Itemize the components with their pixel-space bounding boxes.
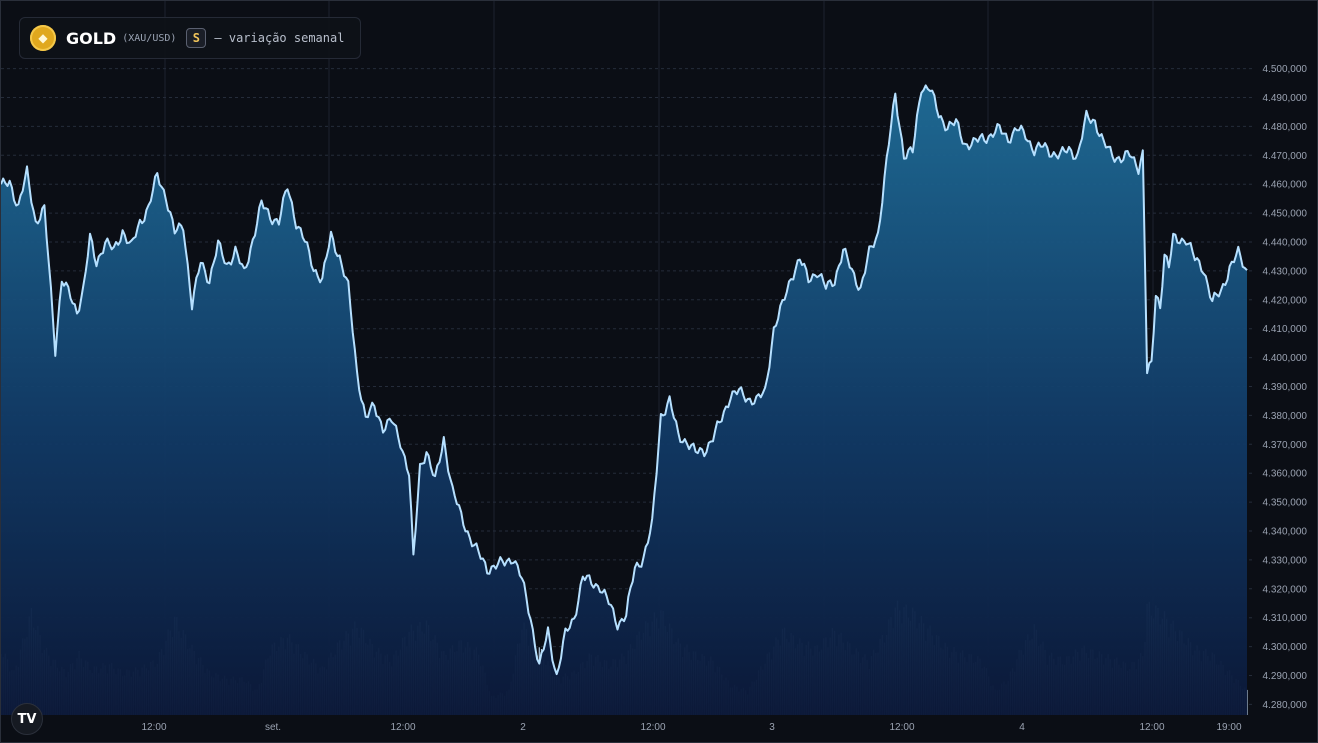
symbol-header[interactable]: ◆ GOLD (XAU/USD) S — variação semanal bbox=[19, 17, 361, 59]
y-tick-label: 4.300,000 bbox=[1263, 642, 1308, 653]
x-tick-label: 12:00 bbox=[141, 722, 166, 733]
y-tick-label: 4.320,000 bbox=[1263, 584, 1308, 595]
y-tick-label: 4.420,000 bbox=[1263, 295, 1308, 306]
symbol-name: GOLD bbox=[66, 28, 117, 48]
x-tick-label: set. bbox=[265, 722, 281, 733]
y-tick-label: 4.380,000 bbox=[1263, 411, 1308, 422]
source-badge[interactable]: S bbox=[186, 28, 207, 48]
y-tick-label: 4.390,000 bbox=[1263, 382, 1308, 393]
y-tick-label: 4.490,000 bbox=[1263, 93, 1308, 104]
y-tick-label: 4.480,000 bbox=[1263, 122, 1308, 133]
y-tick-label: 4.360,000 bbox=[1263, 469, 1308, 480]
x-tick-label: 12:00 bbox=[640, 722, 665, 733]
x-tick-label: 12:00 bbox=[889, 722, 914, 733]
y-tick-label: 4.350,000 bbox=[1263, 498, 1308, 509]
tradingview-logo-icon[interactable]: TV bbox=[11, 703, 43, 735]
symbol-pair: (XAU/USD) bbox=[122, 32, 177, 44]
price-area bbox=[1, 85, 1247, 715]
y-tick-label: 4.410,000 bbox=[1263, 324, 1308, 335]
y-tick-label: 4.440,000 bbox=[1263, 238, 1308, 249]
y-tick-label: 4.450,000 bbox=[1263, 209, 1308, 220]
y-tick-label: 4.430,000 bbox=[1263, 266, 1308, 277]
x-tick-label: 2 bbox=[520, 722, 526, 733]
y-tick-label: 4.460,000 bbox=[1263, 180, 1308, 191]
y-tick-label: 4.370,000 bbox=[1263, 440, 1308, 451]
y-tick-label: 4.280,000 bbox=[1263, 700, 1308, 711]
gold-diamond-icon: ◆ bbox=[30, 25, 56, 51]
y-tick-label: 4.470,000 bbox=[1263, 151, 1308, 162]
x-tick-label: 12:00 bbox=[1139, 722, 1164, 733]
y-tick-label: 4.330,000 bbox=[1263, 555, 1308, 566]
chart-description: — variação semanal bbox=[214, 31, 345, 45]
x-tick-label: 4 bbox=[1019, 722, 1025, 733]
y-tick-label: 4.500,000 bbox=[1263, 64, 1308, 75]
y-tick-label: 4.290,000 bbox=[1263, 671, 1308, 682]
price-line bbox=[1, 84, 1248, 676]
x-axis: 12:00 set. 12:00 2 12:00 3 12:00 4 12:00 19:00 bbox=[141, 722, 1241, 733]
y-tick-label: 4.400,000 bbox=[1263, 353, 1308, 364]
x-tick-label: 19:00 bbox=[1216, 722, 1241, 733]
y-tick-label: 4.340,000 bbox=[1263, 527, 1308, 538]
y-tick-label: 4.310,000 bbox=[1263, 613, 1308, 624]
x-tick-label: 3 bbox=[769, 722, 775, 733]
x-tick-label: 12:00 bbox=[390, 722, 415, 733]
y-axis: 4.500,000 4.490,000 4.480,000 4.470,000 4.46… bbox=[1263, 64, 1308, 711]
